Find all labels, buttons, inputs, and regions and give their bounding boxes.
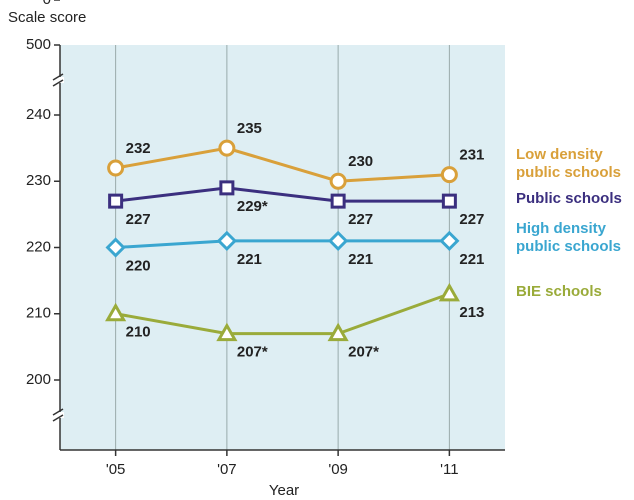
data-label: 232 — [126, 140, 151, 157]
marker — [328, 230, 349, 251]
y-tick-label: 240 — [26, 106, 51, 123]
marker — [330, 193, 346, 209]
series-line — [115, 239, 450, 249]
y-tick-label: 220 — [26, 238, 51, 255]
legend-entry: BIE schools — [516, 283, 602, 300]
legend-entry: Low density public schools — [516, 146, 622, 181]
x-tick-label: '09 — [328, 461, 348, 478]
legend-entry: Public schools — [516, 190, 622, 207]
y-tick-label: 210 — [26, 305, 51, 322]
x-tick-label: '07 — [217, 461, 237, 478]
marker — [108, 193, 124, 209]
marker — [216, 230, 237, 251]
data-label: 221 — [237, 251, 262, 268]
axis-break — [52, 79, 64, 87]
data-label: 231 — [459, 147, 484, 164]
marker — [216, 322, 238, 342]
series-line — [115, 146, 450, 183]
data-label: 207* — [237, 344, 268, 361]
data-label: 227 — [126, 211, 151, 228]
axis-break — [52, 73, 64, 81]
marker — [327, 322, 349, 342]
x-tick-label: '05 — [106, 461, 126, 478]
data-label: 227 — [348, 211, 373, 228]
data-label: 235 — [237, 120, 262, 137]
marker — [107, 159, 125, 177]
axis-break-gap — [52, 412, 64, 418]
marker — [218, 139, 236, 157]
y-tick-label: 200 — [26, 371, 51, 388]
marker — [441, 193, 457, 209]
series-line — [115, 292, 450, 336]
y-tick-label: 500 — [26, 36, 51, 53]
y-tick-label: 0 — [43, 0, 51, 8]
marker — [439, 230, 460, 251]
marker — [438, 282, 460, 302]
marker — [440, 166, 458, 184]
data-label: 207* — [348, 344, 379, 361]
y-tick-label: 230 — [26, 172, 51, 189]
data-label: 220 — [126, 257, 151, 274]
marker — [329, 172, 347, 190]
series-line — [115, 186, 450, 203]
axis-break — [52, 414, 64, 422]
marker — [105, 237, 126, 258]
y-axis-title: Scale score — [8, 9, 86, 26]
data-label: 229* — [237, 198, 268, 215]
legend-entry: High density public schools — [516, 220, 622, 255]
axis-break-gap — [52, 77, 64, 83]
axis-break — [52, 408, 64, 416]
data-label: 230 — [348, 153, 373, 170]
data-label: 210 — [126, 324, 151, 341]
x-axis-title: Year — [269, 482, 299, 499]
marker — [105, 302, 127, 322]
data-label: 213 — [459, 304, 484, 321]
x-tick-label: '11 — [440, 461, 458, 478]
data-label: 221 — [459, 251, 484, 268]
data-label: 221 — [348, 251, 373, 268]
data-label: 227 — [459, 211, 484, 228]
marker — [219, 180, 235, 196]
